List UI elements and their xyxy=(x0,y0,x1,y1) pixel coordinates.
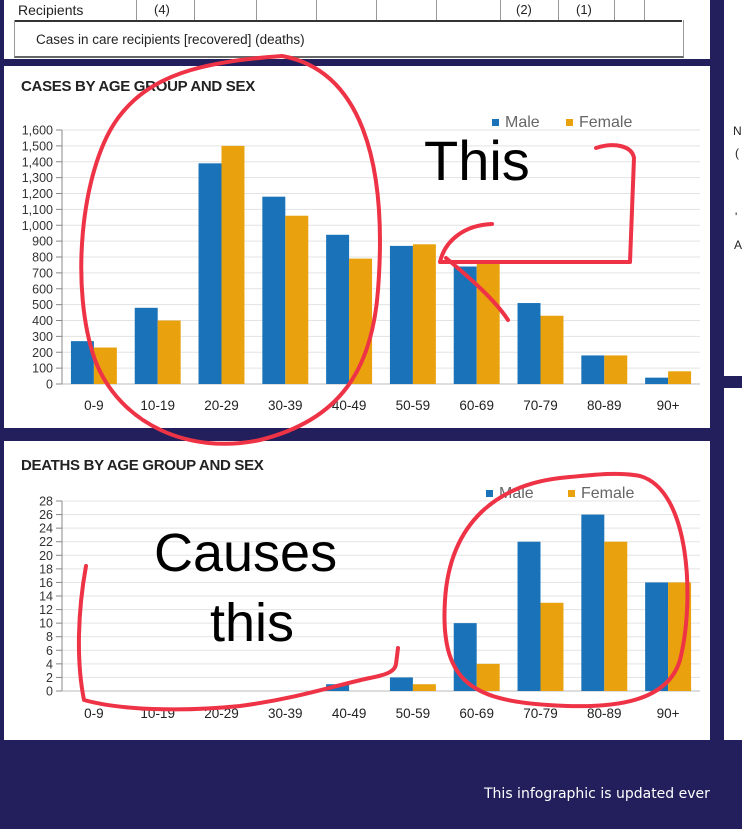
bar-male xyxy=(389,677,413,691)
y-tick-label: 14 xyxy=(39,590,53,604)
y-tick-label: 12 xyxy=(39,603,53,617)
frame-right-column xyxy=(710,0,724,740)
y-tick-label: 18 xyxy=(39,562,53,576)
legend-label-female: Female xyxy=(579,114,632,131)
footer-band xyxy=(0,740,742,829)
frame-left-edge xyxy=(0,0,4,740)
y-tick-label: 1,300 xyxy=(22,171,53,185)
y-tick-label: 900 xyxy=(32,235,53,249)
y-tick-label: 20 xyxy=(39,549,53,563)
x-tick-label: 80-89 xyxy=(587,706,622,721)
y-tick-label: 1,000 xyxy=(22,219,53,233)
y-tick-label: 200 xyxy=(32,346,53,360)
table-cell: (4) xyxy=(154,2,170,17)
y-tick-label: 16 xyxy=(39,576,53,590)
bar-male xyxy=(645,582,669,691)
y-tick-label: 1,600 xyxy=(22,124,53,138)
side-fragment: ( xyxy=(735,146,739,160)
side-fragment: N xyxy=(733,124,742,138)
legend-swatch-male xyxy=(492,119,499,126)
bar-female xyxy=(476,663,500,691)
x-tick-label: 90+ xyxy=(657,398,680,413)
y-tick-label: 28 xyxy=(39,495,53,509)
side-fragment: ' xyxy=(735,210,738,224)
table-remnant: Recipients (4) (2) (1) Cases in care rec… xyxy=(4,0,710,59)
bar-female xyxy=(412,684,436,691)
table-cell: (1) xyxy=(576,2,592,17)
side-panel-divider xyxy=(724,376,742,388)
bar-female xyxy=(668,582,692,691)
side-fragment: A xyxy=(734,238,742,252)
y-tick-label: 22 xyxy=(39,535,53,549)
x-tick-label: 60-69 xyxy=(459,398,494,413)
y-tick-label: 800 xyxy=(32,251,53,265)
table-cell: (2) xyxy=(516,2,532,17)
y-tick-label: 1,100 xyxy=(22,203,53,217)
legend-label-male: Male xyxy=(499,485,534,502)
legend-label-male: Male xyxy=(505,114,540,131)
bar-female xyxy=(668,371,692,384)
legend-swatch-female xyxy=(566,119,573,126)
x-tick-label: 70-79 xyxy=(523,398,558,413)
x-tick-label: 90+ xyxy=(657,706,680,721)
y-tick-label: 300 xyxy=(32,330,53,344)
x-tick-label: 20-29 xyxy=(204,706,239,721)
y-tick-label: 4 xyxy=(46,657,53,671)
bar-female xyxy=(540,602,564,691)
table-row-label: Recipients xyxy=(18,2,84,18)
bar-female xyxy=(604,541,628,691)
bar-male xyxy=(581,355,605,384)
y-tick-label: 8 xyxy=(46,630,53,644)
y-tick-label: 0 xyxy=(46,378,53,392)
x-tick-label: 40-49 xyxy=(332,706,367,721)
x-tick-label: 0-9 xyxy=(84,706,104,721)
table-caption: Cases in care recipients [recovered] (de… xyxy=(36,32,305,47)
x-tick-label: 50-59 xyxy=(396,706,431,721)
bar-male xyxy=(645,377,669,384)
y-tick-label: 500 xyxy=(32,298,53,312)
legend-swatch-male xyxy=(486,490,493,497)
x-tick-label: 50-59 xyxy=(396,398,431,413)
legend-swatch-female xyxy=(568,490,575,497)
deaths-chart-title: DEATHS BY AGE GROUP AND SEX xyxy=(21,457,264,474)
footer-text: This infographic is updated ever xyxy=(484,786,710,802)
y-tick-label: 700 xyxy=(32,266,53,280)
x-tick-label: 60-69 xyxy=(459,706,494,721)
y-tick-label: 6 xyxy=(46,644,53,658)
annotation-text-top: This xyxy=(424,129,530,192)
legend-label-female: Female xyxy=(581,485,634,502)
y-tick-label: 1,400 xyxy=(22,155,53,169)
y-tick-label: 600 xyxy=(32,282,53,296)
bar-male xyxy=(453,623,477,691)
y-tick-label: 100 xyxy=(32,362,53,376)
annotation-text-bottom-2: this xyxy=(210,593,295,653)
bar-male xyxy=(326,684,350,691)
x-tick-label: 10-19 xyxy=(140,706,175,721)
y-tick-label: 0 xyxy=(46,685,53,699)
bar-female xyxy=(604,355,628,384)
bar-female xyxy=(540,315,564,384)
y-tick-label: 1,500 xyxy=(22,139,53,153)
side-panel xyxy=(724,0,742,740)
annotation-text-bottom-1: Causes xyxy=(154,523,338,583)
y-tick-label: 24 xyxy=(39,522,53,536)
bar-male xyxy=(581,514,605,691)
y-tick-label: 1,200 xyxy=(22,187,53,201)
bar-female xyxy=(412,244,436,384)
y-tick-label: 10 xyxy=(39,617,53,631)
bar-male xyxy=(389,245,413,384)
x-tick-label: 70-79 xyxy=(523,706,558,721)
x-tick-label: 80-89 xyxy=(587,398,622,413)
x-tick-label: 30-39 xyxy=(268,706,303,721)
bar-male xyxy=(517,303,541,384)
y-tick-label: 2 xyxy=(46,671,53,685)
y-tick-label: 26 xyxy=(39,508,53,522)
bar-male xyxy=(517,541,541,691)
y-tick-label: 400 xyxy=(32,314,53,328)
